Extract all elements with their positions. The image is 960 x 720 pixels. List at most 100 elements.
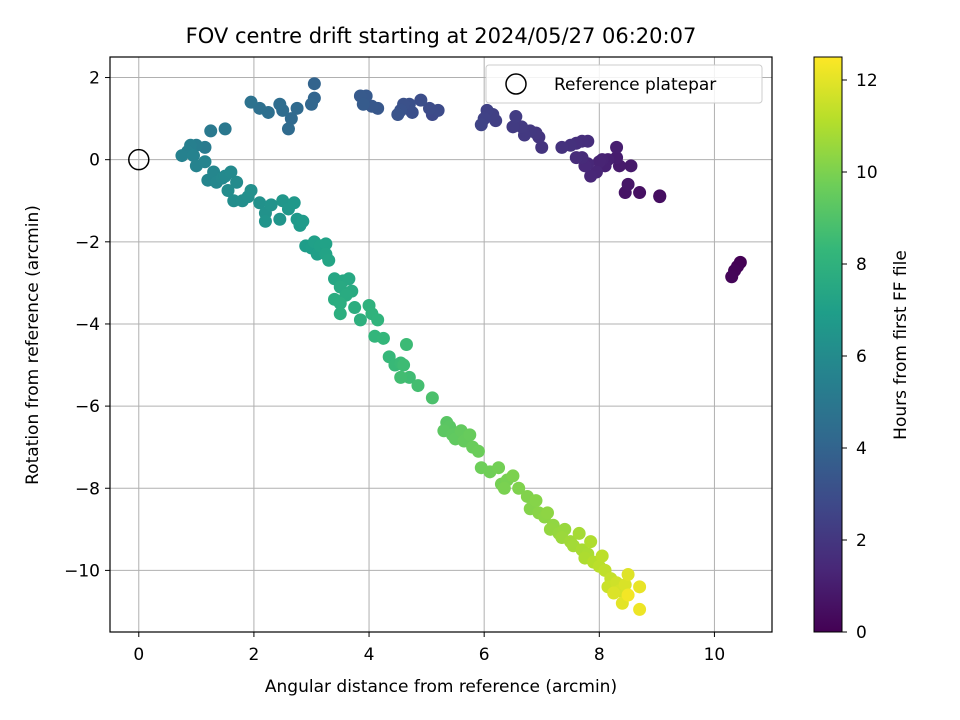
y-tick-label: −4 xyxy=(75,315,100,335)
data-point xyxy=(253,196,267,210)
data-point xyxy=(621,588,635,602)
data-point xyxy=(411,379,425,393)
x-axis: 0 2 4 6 8 10 xyxy=(133,632,725,665)
data-point xyxy=(633,186,647,200)
colorbar-label: Hours from first FF file xyxy=(891,250,911,440)
data-point xyxy=(624,159,638,173)
data-point xyxy=(397,358,411,372)
data-point xyxy=(621,568,635,581)
chart-title: FOV centre drift starting at 2024/05/27 … xyxy=(186,24,697,48)
y-axis-label: Rotation from reference (arcmin) xyxy=(23,205,43,485)
x-tick-label: 0 xyxy=(133,645,144,665)
grid xyxy=(110,57,772,632)
x-tick-label: 4 xyxy=(364,645,375,665)
data-point xyxy=(633,602,647,616)
data-point xyxy=(224,165,238,179)
y-tick-label: −6 xyxy=(75,397,100,417)
data-point xyxy=(471,444,485,458)
data-point xyxy=(569,151,583,165)
y-tick-label: 2 xyxy=(89,69,100,89)
data-point xyxy=(281,122,295,136)
data-point xyxy=(273,212,287,226)
data-point xyxy=(509,110,523,124)
data-point xyxy=(284,112,298,126)
data-point xyxy=(592,155,606,169)
data-point xyxy=(175,149,189,163)
x-tick-label: 10 xyxy=(704,645,726,665)
y-tick-label: 0 xyxy=(89,151,100,171)
y-tick-label: −2 xyxy=(75,233,100,253)
x-tick-label: 6 xyxy=(479,645,490,665)
data-point xyxy=(333,307,347,321)
colorbar: 0 2 4 6 8 10 12 Hours from first FF file xyxy=(813,56,911,643)
data-point xyxy=(287,196,301,210)
data-point xyxy=(342,272,356,286)
data-point xyxy=(492,461,506,475)
data-point xyxy=(607,586,621,600)
y-axis: 2 0 −2 −4 −6 −8 −10 xyxy=(64,69,110,581)
data-point xyxy=(204,124,218,138)
data-point xyxy=(414,93,428,107)
reference-point xyxy=(128,148,150,171)
legend: Reference platepar xyxy=(485,64,763,104)
colorbar-ticks: 0 2 4 6 8 10 12 xyxy=(842,71,878,643)
x-axis-label: Angular distance from reference (arcmin) xyxy=(265,677,617,697)
colorbar-tick-label: 12 xyxy=(856,71,878,91)
data-point xyxy=(296,214,310,228)
legend-label: Reference platepar xyxy=(554,75,716,95)
data-point xyxy=(653,190,667,204)
data-point xyxy=(304,97,318,111)
data-point xyxy=(506,469,520,483)
data-point xyxy=(221,183,235,197)
x-tick-label: 2 xyxy=(248,645,259,665)
data-point xyxy=(319,237,333,251)
data-point xyxy=(273,97,287,111)
data-point xyxy=(371,313,385,327)
data-point xyxy=(725,270,739,284)
colorbar-tick-label: 6 xyxy=(856,347,867,367)
data-point xyxy=(290,101,304,115)
plot-frame xyxy=(109,56,773,633)
data-point xyxy=(425,391,439,405)
data-point xyxy=(356,97,370,111)
colorbar-gradient xyxy=(813,56,843,633)
data-point xyxy=(376,331,390,345)
data-point xyxy=(540,506,554,520)
data-point xyxy=(186,149,200,163)
data-point xyxy=(307,77,321,91)
data-point xyxy=(584,535,598,549)
data-point xyxy=(333,296,347,310)
colorbar-tick-label: 2 xyxy=(856,531,867,551)
colorbar-tick-label: 8 xyxy=(856,255,867,275)
colorbar-tick-label: 4 xyxy=(856,439,867,459)
data-point xyxy=(595,549,609,563)
reference-platepar-marker xyxy=(128,148,150,171)
data-point xyxy=(555,140,569,154)
legend-box xyxy=(485,64,763,104)
data-point xyxy=(198,155,212,169)
data-point xyxy=(529,494,543,508)
data-point xyxy=(621,177,635,191)
data-point xyxy=(394,370,408,384)
data-point xyxy=(322,253,336,267)
data-point xyxy=(535,140,549,154)
x-tick-label: 8 xyxy=(594,645,605,665)
data-point xyxy=(264,198,278,212)
data-point xyxy=(618,578,632,592)
data-point xyxy=(399,338,413,351)
scatter-points xyxy=(175,77,747,616)
data-point xyxy=(633,580,647,594)
data-point xyxy=(244,95,258,109)
data-point xyxy=(584,169,598,183)
data-point xyxy=(348,301,362,315)
data-point xyxy=(422,101,436,115)
data-point xyxy=(391,108,405,121)
data-point xyxy=(463,428,477,442)
data-point xyxy=(610,140,624,154)
colorbar-tick-label: 0 xyxy=(856,623,867,643)
data-point xyxy=(572,526,586,540)
data-point xyxy=(512,481,526,495)
data-point xyxy=(244,183,258,197)
data-point xyxy=(258,214,272,228)
